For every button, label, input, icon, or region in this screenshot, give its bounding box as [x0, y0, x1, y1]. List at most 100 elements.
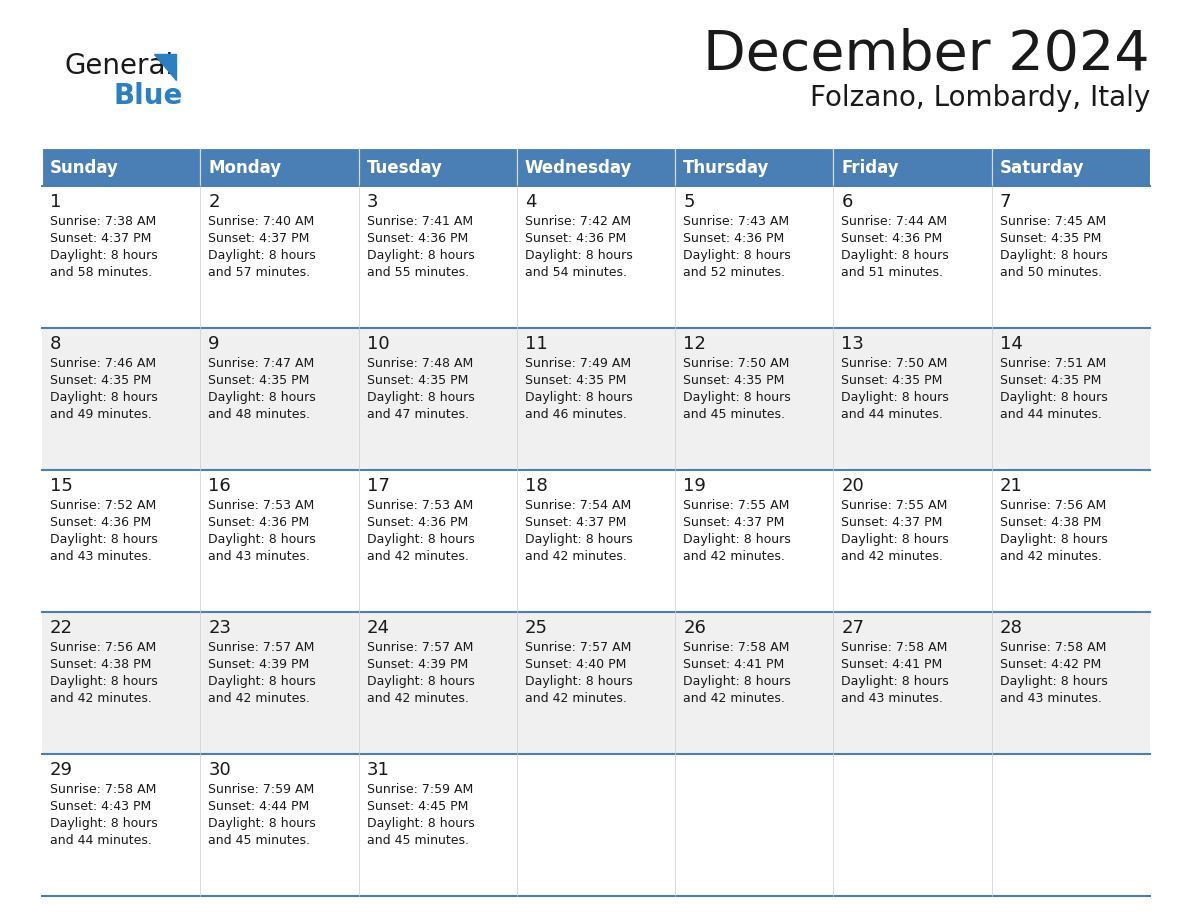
Text: Daylight: 8 hours: Daylight: 8 hours	[841, 391, 949, 404]
Text: and 42 minutes.: and 42 minutes.	[1000, 550, 1101, 563]
Text: Daylight: 8 hours: Daylight: 8 hours	[683, 249, 791, 262]
Text: and 42 minutes.: and 42 minutes.	[683, 692, 785, 705]
Bar	[201, 148, 359, 186]
Bar	[834, 148, 992, 186]
Text: Sunrise: 7:57 AM: Sunrise: 7:57 AM	[208, 641, 315, 654]
Text: Sunset: 4:37 PM: Sunset: 4:37 PM	[525, 516, 626, 529]
Text: Sunrise: 7:58 AM: Sunrise: 7:58 AM	[841, 641, 948, 654]
Text: Sunrise: 7:50 AM: Sunrise: 7:50 AM	[683, 357, 790, 370]
Text: Sunrise: 7:49 AM: Sunrise: 7:49 AM	[525, 357, 631, 370]
Text: Daylight: 8 hours: Daylight: 8 hours	[367, 675, 474, 688]
Text: Sunrise: 7:53 AM: Sunrise: 7:53 AM	[367, 499, 473, 512]
Text: 16: 16	[208, 477, 230, 495]
Text: and 45 minutes.: and 45 minutes.	[683, 408, 785, 421]
Text: 3: 3	[367, 193, 378, 211]
Text: Sunrise: 7:45 AM: Sunrise: 7:45 AM	[1000, 215, 1106, 228]
Text: Sunset: 4:35 PM: Sunset: 4:35 PM	[1000, 232, 1101, 245]
Text: Daylight: 8 hours: Daylight: 8 hours	[525, 249, 632, 262]
Text: 28: 28	[1000, 619, 1023, 637]
Text: Sunset: 4:35 PM: Sunset: 4:35 PM	[50, 374, 151, 387]
Text: 30: 30	[208, 761, 230, 779]
Text: 11: 11	[525, 335, 548, 353]
Text: Sunrise: 7:38 AM: Sunrise: 7:38 AM	[50, 215, 157, 228]
Text: 17: 17	[367, 477, 390, 495]
Text: and 42 minutes.: and 42 minutes.	[208, 692, 310, 705]
Text: Sunrise: 7:56 AM: Sunrise: 7:56 AM	[1000, 499, 1106, 512]
Text: Sunset: 4:38 PM: Sunset: 4:38 PM	[1000, 516, 1101, 529]
Bar	[42, 328, 1150, 470]
Text: Sunset: 4:37 PM: Sunset: 4:37 PM	[50, 232, 151, 245]
Text: 29: 29	[50, 761, 72, 779]
Text: Daylight: 8 hours: Daylight: 8 hours	[1000, 391, 1107, 404]
Text: 1: 1	[50, 193, 62, 211]
Text: Daylight: 8 hours: Daylight: 8 hours	[525, 391, 632, 404]
Text: Daylight: 8 hours: Daylight: 8 hours	[367, 533, 474, 546]
Text: 6: 6	[841, 193, 853, 211]
Text: and 49 minutes.: and 49 minutes.	[50, 408, 152, 421]
Text: Saturday: Saturday	[1000, 159, 1085, 177]
Text: Sunset: 4:43 PM: Sunset: 4:43 PM	[50, 800, 151, 813]
Text: Daylight: 8 hours: Daylight: 8 hours	[683, 533, 791, 546]
Text: Daylight: 8 hours: Daylight: 8 hours	[50, 249, 158, 262]
Text: and 42 minutes.: and 42 minutes.	[841, 550, 943, 563]
Text: 12: 12	[683, 335, 706, 353]
Text: Sunset: 4:36 PM: Sunset: 4:36 PM	[208, 516, 310, 529]
Text: 9: 9	[208, 335, 220, 353]
Text: and 47 minutes.: and 47 minutes.	[367, 408, 468, 421]
Text: Sunset: 4:45 PM: Sunset: 4:45 PM	[367, 800, 468, 813]
Text: Daylight: 8 hours: Daylight: 8 hours	[367, 391, 474, 404]
Text: Sunset: 4:38 PM: Sunset: 4:38 PM	[50, 658, 151, 671]
Text: Sunset: 4:42 PM: Sunset: 4:42 PM	[1000, 658, 1101, 671]
Text: Sunset: 4:37 PM: Sunset: 4:37 PM	[683, 516, 784, 529]
Text: Sunrise: 7:57 AM: Sunrise: 7:57 AM	[367, 641, 473, 654]
Text: and 42 minutes.: and 42 minutes.	[367, 550, 468, 563]
Bar	[42, 470, 1150, 612]
Text: Daylight: 8 hours: Daylight: 8 hours	[367, 817, 474, 830]
Text: Daylight: 8 hours: Daylight: 8 hours	[1000, 249, 1107, 262]
Text: 18: 18	[525, 477, 548, 495]
Text: Sunrise: 7:47 AM: Sunrise: 7:47 AM	[208, 357, 315, 370]
Text: Sunrise: 7:52 AM: Sunrise: 7:52 AM	[50, 499, 157, 512]
Text: 20: 20	[841, 477, 864, 495]
Text: 4: 4	[525, 193, 536, 211]
Text: 2: 2	[208, 193, 220, 211]
Text: 22: 22	[50, 619, 72, 637]
Text: Sunset: 4:36 PM: Sunset: 4:36 PM	[841, 232, 943, 245]
Text: and 44 minutes.: and 44 minutes.	[841, 408, 943, 421]
Text: and 42 minutes.: and 42 minutes.	[50, 692, 152, 705]
Text: and 42 minutes.: and 42 minutes.	[525, 550, 627, 563]
Text: 15: 15	[50, 477, 72, 495]
Text: Daylight: 8 hours: Daylight: 8 hours	[525, 533, 632, 546]
Text: Sunrise: 7:46 AM: Sunrise: 7:46 AM	[50, 357, 156, 370]
Text: Sunrise: 7:59 AM: Sunrise: 7:59 AM	[208, 783, 315, 796]
Text: Sunset: 4:41 PM: Sunset: 4:41 PM	[841, 658, 943, 671]
Text: Folzano, Lombardy, Italy: Folzano, Lombardy, Italy	[810, 84, 1150, 112]
Text: Sunrise: 7:50 AM: Sunrise: 7:50 AM	[841, 357, 948, 370]
Text: 5: 5	[683, 193, 695, 211]
Text: Sunset: 4:41 PM: Sunset: 4:41 PM	[683, 658, 784, 671]
Text: Sunrise: 7:56 AM: Sunrise: 7:56 AM	[50, 641, 157, 654]
Bar	[42, 754, 1150, 896]
Text: Sunset: 4:40 PM: Sunset: 4:40 PM	[525, 658, 626, 671]
Text: Daylight: 8 hours: Daylight: 8 hours	[208, 391, 316, 404]
Text: Sunrise: 7:51 AM: Sunrise: 7:51 AM	[1000, 357, 1106, 370]
Text: and 46 minutes.: and 46 minutes.	[525, 408, 627, 421]
Text: and 43 minutes.: and 43 minutes.	[1000, 692, 1101, 705]
Text: Daylight: 8 hours: Daylight: 8 hours	[1000, 533, 1107, 546]
Text: Sunset: 4:35 PM: Sunset: 4:35 PM	[525, 374, 626, 387]
Bar	[42, 612, 1150, 754]
Text: Sunrise: 7:59 AM: Sunrise: 7:59 AM	[367, 783, 473, 796]
Text: Sunset: 4:35 PM: Sunset: 4:35 PM	[683, 374, 784, 387]
Bar	[42, 148, 201, 186]
Text: Sunset: 4:35 PM: Sunset: 4:35 PM	[841, 374, 943, 387]
Text: 7: 7	[1000, 193, 1011, 211]
Text: and 57 minutes.: and 57 minutes.	[208, 266, 310, 279]
Text: Sunrise: 7:58 AM: Sunrise: 7:58 AM	[1000, 641, 1106, 654]
Text: Daylight: 8 hours: Daylight: 8 hours	[683, 391, 791, 404]
Text: and 42 minutes.: and 42 minutes.	[367, 692, 468, 705]
Text: and 45 minutes.: and 45 minutes.	[208, 834, 310, 847]
Text: Sunrise: 7:54 AM: Sunrise: 7:54 AM	[525, 499, 631, 512]
Text: Sunrise: 7:53 AM: Sunrise: 7:53 AM	[208, 499, 315, 512]
Bar	[675, 148, 834, 186]
Text: Tuesday: Tuesday	[367, 159, 442, 177]
